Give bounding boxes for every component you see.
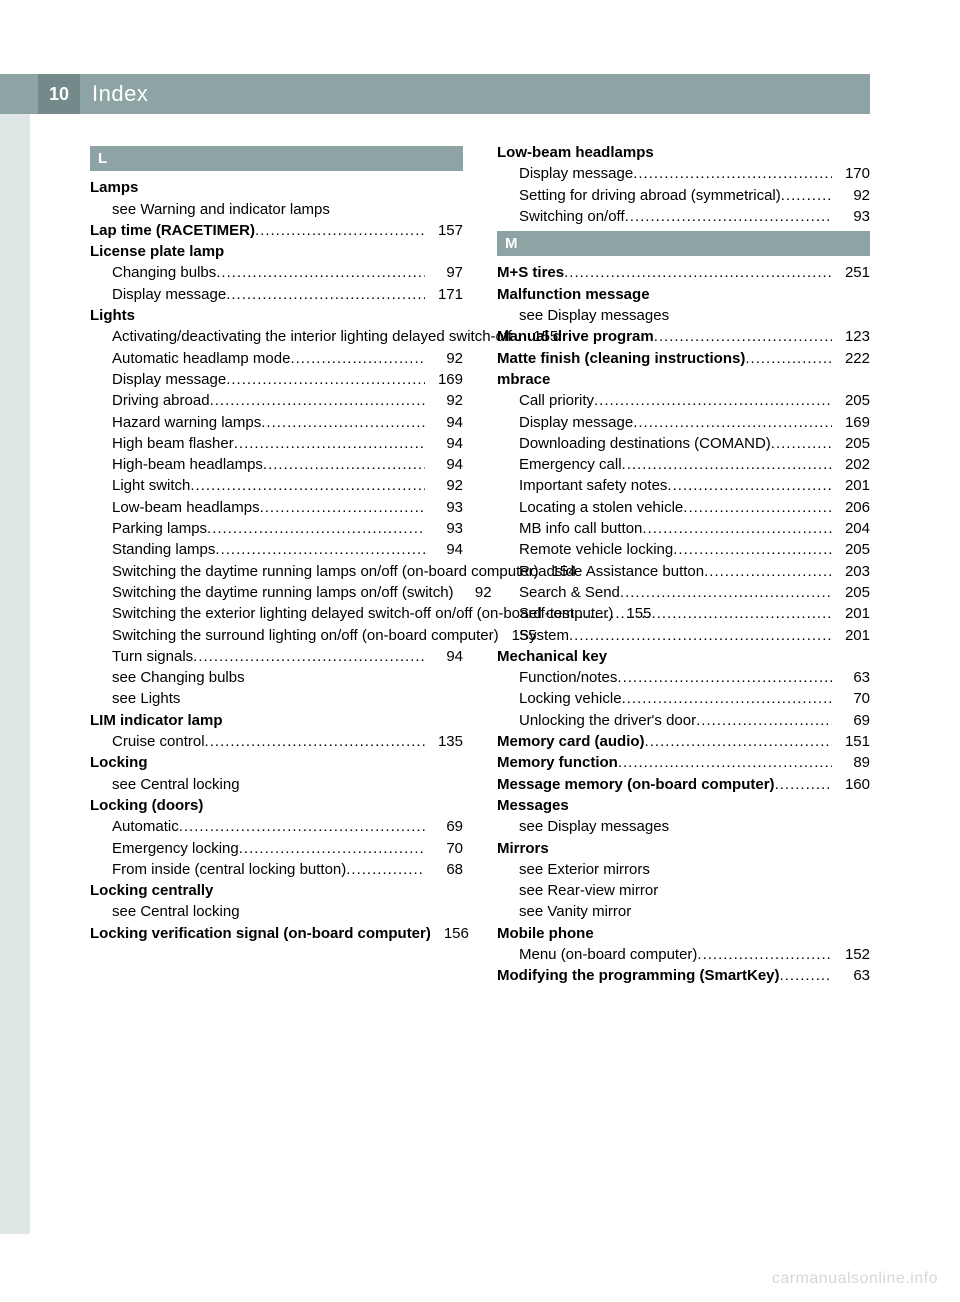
index-subentry: High-beam headlamps ....................…: [90, 454, 463, 475]
index-heading: Locking: [90, 752, 463, 773]
index-subentry: Switching the exterior lighting delayed …: [90, 603, 463, 624]
index-heading: Lights: [90, 305, 463, 326]
index-heading: Mechanical key: [497, 646, 870, 667]
index-subentry: Automatic ..............................…: [90, 816, 463, 837]
index-subentry: Parking lamps ..........................…: [90, 518, 463, 539]
index-subentry: Driving abroad .........................…: [90, 390, 463, 411]
index-heading: Memory card (audio) ....................…: [497, 731, 870, 752]
index-heading: Manual drive program ...................…: [497, 326, 870, 347]
index-heading: Lamps: [90, 177, 463, 198]
index-heading: Matte finish (cleaning instructions) ...…: [497, 348, 870, 369]
index-heading: Mirrors: [497, 838, 870, 859]
index-subentry: see Vanity mirror: [497, 901, 870, 922]
index-letter-l: L: [90, 146, 463, 171]
index-subentry: Setting for driving abroad (symmetrical)…: [497, 185, 870, 206]
index-subentry: High beam flasher ......................…: [90, 433, 463, 454]
index-heading: Locking (doors): [90, 795, 463, 816]
index-heading: Memory function ........................…: [497, 752, 870, 773]
index-heading: mbrace: [497, 369, 870, 390]
index-subentry: see Rear-view mirror: [497, 880, 870, 901]
index-subentry: Automatic headlamp mode ................…: [90, 348, 463, 369]
index-subentry: Search & Send ..........................…: [497, 582, 870, 603]
index-heading: Message memory (on-board computer) .....…: [497, 774, 870, 795]
index-subentry: see Exterior mirrors: [497, 859, 870, 880]
index-subentry: Low-beam headlamps .....................…: [90, 497, 463, 518]
watermark: carmanualsonline.info: [772, 1270, 938, 1288]
index-subentry: Downloading destinations (COMAND) ......…: [497, 433, 870, 454]
index-subentry: Changing bulbs .........................…: [90, 262, 463, 283]
header-bar: 10 Index: [0, 74, 870, 114]
index-subentry: see Warning and indicator lamps: [90, 199, 463, 220]
index-subentry: Unlocking the driver's door ............…: [497, 710, 870, 731]
index-heading: Locking centrally: [90, 880, 463, 901]
left-column: L Lampssee Warning and indicator lampsLap…: [90, 142, 463, 987]
index-subentry: Display message ........................…: [497, 412, 870, 433]
index-heading: Locking verification signal (on-board co…: [90, 923, 463, 944]
right-column: Low-beam headlampsDisplay message ......…: [497, 142, 870, 987]
index-subentry: From inside (central locking button) ...…: [90, 859, 463, 880]
index-subentry: see Lights: [90, 688, 463, 709]
index-subentry: see Central locking: [90, 774, 463, 795]
index-subentry: Standing lamps .........................…: [90, 539, 463, 560]
index-subentry: Switching the daytime running lamps on/o…: [90, 582, 463, 603]
index-subentry: Switching the surround lighting on/off (…: [90, 625, 463, 646]
index-heading: LIM indicator lamp: [90, 710, 463, 731]
index-subentry: Important safety notes .................…: [497, 475, 870, 496]
index-subentry: see Display messages: [497, 816, 870, 837]
index-heading: M+S tires ..............................…: [497, 262, 870, 283]
index-subentry: see Central locking: [90, 901, 463, 922]
index-subentry: Emergency locking ......................…: [90, 838, 463, 859]
index-subentry: Switching the daytime running lamps on/o…: [90, 561, 463, 582]
page-title: Index: [92, 74, 148, 114]
index-heading: Lap time (RACETIMER) ...................…: [90, 220, 463, 241]
index-subentry: Switching on/off .......................…: [497, 206, 870, 227]
index-subentry: Self-test ..............................…: [497, 603, 870, 624]
page-number: 10: [38, 74, 80, 114]
index-subentry: Turn signals ...........................…: [90, 646, 463, 667]
index-subentry: Light switch ...........................…: [90, 475, 463, 496]
index-subentry: System .................................…: [497, 625, 870, 646]
index-heading: Messages: [497, 795, 870, 816]
document-page: 10 Index L Lampssee Warning and indicator…: [0, 0, 960, 1302]
index-subentry: Display message ........................…: [90, 284, 463, 305]
side-tab: [0, 74, 30, 1234]
index-subentry: see Changing bulbs: [90, 667, 463, 688]
index-subentry: MB info call button ....................…: [497, 518, 870, 539]
index-subentry: see Display messages: [497, 305, 870, 326]
index-subentry: Display message ........................…: [90, 369, 463, 390]
index-content: L Lampssee Warning and indicator lampsLap…: [90, 142, 870, 987]
index-letter-m: M: [497, 231, 870, 256]
index-heading: License plate lamp: [90, 241, 463, 262]
index-subentry: Activating/deactivating the interior lig…: [90, 326, 463, 347]
index-heading: Modifying the programming (SmartKey) ...…: [497, 965, 870, 986]
index-subentry: Emergency call .........................…: [497, 454, 870, 475]
index-subentry: Roadside Assistance button .............…: [497, 561, 870, 582]
index-subentry: Call priority ..........................…: [497, 390, 870, 411]
index-subentry: Cruise control .........................…: [90, 731, 463, 752]
index-subentry: Menu (on-board computer) ...............…: [497, 944, 870, 965]
index-subentry: Locating a stolen vehicle ..............…: [497, 497, 870, 518]
index-subentry: Locking vehicle ........................…: [497, 688, 870, 709]
index-heading: Malfunction message: [497, 284, 870, 305]
index-heading: Mobile phone: [497, 923, 870, 944]
index-subentry: Remote vehicle locking .................…: [497, 539, 870, 560]
index-subentry: Display message ........................…: [497, 163, 870, 184]
index-subentry: Function/notes .........................…: [497, 667, 870, 688]
index-heading: Low-beam headlamps: [497, 142, 870, 163]
index-subentry: Hazard warning lamps ...................…: [90, 412, 463, 433]
